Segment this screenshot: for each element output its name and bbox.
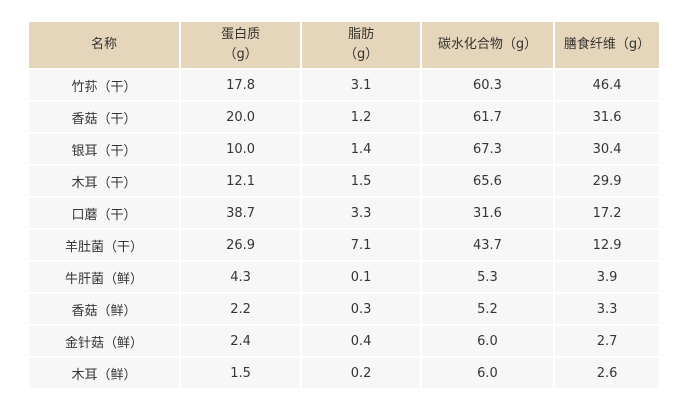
table-row: 香菇（干） 20.0 1.2 61.7 31.6 [29, 102, 659, 132]
header-label-line: （g） [343, 47, 379, 62]
cell-name: 香菇（鲜） [29, 294, 179, 324]
table-row: 竹荪（干） 17.8 3.1 60.3 46.4 [29, 70, 659, 100]
cell-protein: 2.2 [180, 294, 301, 324]
table-row: 羊肚菌（干） 26.9 7.1 43.7 12.9 [29, 230, 659, 260]
cell-carbs: 67.3 [421, 134, 554, 164]
table-row: 金针菇（鲜） 2.4 0.4 6.0 2.7 [29, 326, 659, 356]
cell-protein: 26.9 [180, 230, 301, 260]
cell-fiber: 46.4 [555, 70, 659, 100]
cell-fiber: 2.6 [555, 358, 659, 388]
nutrition-table-container: 名称 蛋白质 （g） 脂肪 （g） 碳水化合物（g） 膳食纤维（g） 竹荪（干） 17.8 3.… [27, 20, 661, 390]
cell-carbs: 5.3 [421, 262, 554, 292]
cell-fiber: 30.4 [555, 134, 659, 164]
cell-fat: 0.4 [302, 326, 420, 356]
table-row: 牛肝菌（鲜） 4.3 0.1 5.3 3.9 [29, 262, 659, 292]
header-label-line: 脂肪 [348, 26, 375, 42]
cell-fiber: 2.7 [555, 326, 659, 356]
cell-fat: 0.1 [302, 262, 420, 292]
cell-carbs: 6.0 [421, 326, 554, 356]
cell-carbs: 65.6 [421, 166, 554, 196]
table-header-row: 名称 蛋白质 （g） 脂肪 （g） 碳水化合物（g） 膳食纤维（g） [29, 22, 659, 68]
cell-carbs: 43.7 [421, 230, 554, 260]
cell-name: 竹荪（干） [29, 70, 179, 100]
cell-name: 木耳（鲜） [29, 358, 179, 388]
header-cell-carbs: 碳水化合物（g） [421, 22, 554, 68]
cell-fat: 7.1 [302, 230, 420, 260]
table-row: 香菇（鲜） 2.2 0.3 5.2 3.3 [29, 294, 659, 324]
cell-fiber: 17.2 [555, 198, 659, 228]
cell-fat: 1.4 [302, 134, 420, 164]
header-label-line: 碳水化合物（g） [437, 36, 538, 52]
table-row: 木耳（干） 12.1 1.5 65.6 29.9 [29, 166, 659, 196]
cell-fiber: 29.9 [555, 166, 659, 196]
cell-protein: 4.3 [180, 262, 301, 292]
cell-carbs: 6.0 [421, 358, 554, 388]
header-cell-protein: 蛋白质 （g） [180, 22, 301, 68]
cell-fat: 0.3 [302, 294, 420, 324]
table-row: 木耳（鲜） 1.5 0.2 6.0 2.6 [29, 358, 659, 388]
nutrition-table: 名称 蛋白质 （g） 脂肪 （g） 碳水化合物（g） 膳食纤维（g） 竹荪（干） 17.8 3.… [27, 20, 661, 390]
cell-protein: 12.1 [180, 166, 301, 196]
cell-fat: 1.2 [302, 102, 420, 132]
cell-protein: 1.5 [180, 358, 301, 388]
cell-carbs: 60.3 [421, 70, 554, 100]
cell-name: 香菇（干） [29, 102, 179, 132]
table-body: 竹荪（干） 17.8 3.1 60.3 46.4 香菇（干） 20.0 1.2 61.7 31.6… [29, 70, 659, 388]
header-label-line: 名称 [90, 36, 117, 52]
cell-fat: 3.3 [302, 198, 420, 228]
cell-protein: 2.4 [180, 326, 301, 356]
cell-fiber: 31.6 [555, 102, 659, 132]
header-cell-fat: 脂肪 （g） [302, 22, 420, 68]
cell-protein: 10.0 [180, 134, 301, 164]
header-cell-name: 名称 [29, 22, 179, 68]
cell-fiber: 3.3 [555, 294, 659, 324]
cell-fat: 0.2 [302, 358, 420, 388]
header-cell-fiber: 膳食纤维（g） [555, 22, 659, 68]
cell-fat: 3.1 [302, 70, 420, 100]
cell-fat: 1.5 [302, 166, 420, 196]
cell-name: 羊肚菌（干） [29, 230, 179, 260]
cell-protein: 17.8 [180, 70, 301, 100]
cell-fiber: 12.9 [555, 230, 659, 260]
cell-fiber: 3.9 [555, 262, 659, 292]
cell-name: 木耳（干） [29, 166, 179, 196]
cell-name: 金针菇（鲜） [29, 326, 179, 356]
table-row: 口蘑（干） 38.7 3.3 31.6 17.2 [29, 198, 659, 228]
cell-protein: 20.0 [180, 102, 301, 132]
cell-name: 牛肝菌（鲜） [29, 262, 179, 292]
cell-name: 口蘑（干） [29, 198, 179, 228]
cell-carbs: 5.2 [421, 294, 554, 324]
cell-carbs: 31.6 [421, 198, 554, 228]
header-label-line: 蛋白质 [221, 26, 261, 42]
header-label-line: （g） [223, 47, 258, 62]
header-label-line: 膳食纤维（g） [563, 36, 651, 52]
cell-name: 银耳（干） [29, 134, 179, 164]
cell-carbs: 61.7 [421, 102, 554, 132]
table-row: 银耳（干） 10.0 1.4 67.3 30.4 [29, 134, 659, 164]
cell-protein: 38.7 [180, 198, 301, 228]
